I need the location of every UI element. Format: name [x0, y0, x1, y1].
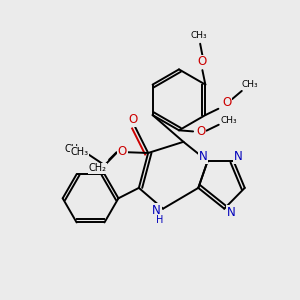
- Text: O: O: [222, 96, 231, 109]
- Text: N: N: [226, 206, 236, 219]
- Text: H: H: [156, 215, 164, 225]
- Text: CH₃: CH₃: [65, 143, 83, 154]
- Text: O: O: [129, 113, 138, 126]
- Text: O: O: [198, 56, 207, 68]
- Text: N: N: [234, 150, 243, 163]
- Text: CH₃: CH₃: [220, 116, 237, 125]
- Text: N: N: [198, 150, 207, 163]
- Text: O: O: [118, 145, 127, 158]
- Text: CH₃: CH₃: [190, 31, 207, 40]
- Text: N: N: [152, 204, 161, 217]
- Text: CH₃: CH₃: [242, 80, 258, 89]
- Text: CH₃: CH₃: [70, 147, 88, 157]
- Text: O: O: [196, 125, 206, 138]
- Text: CH₂: CH₂: [88, 163, 106, 173]
